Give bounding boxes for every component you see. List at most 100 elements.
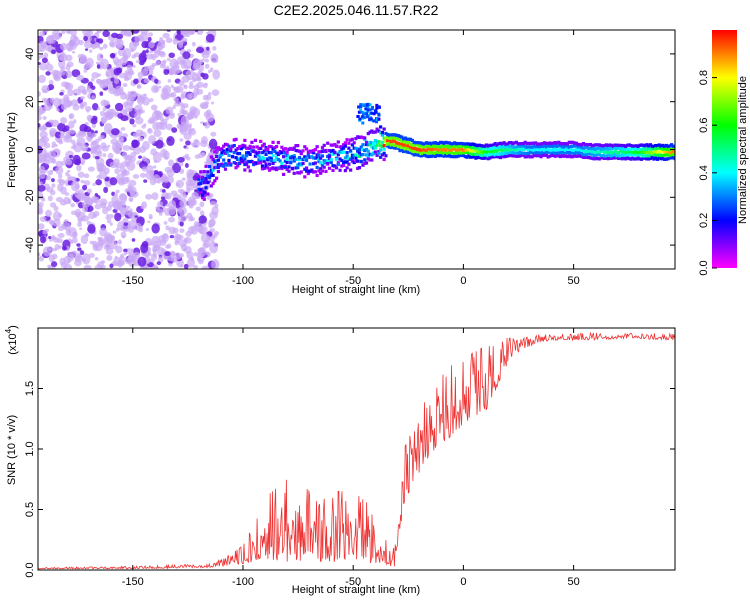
spectrogram-cell — [535, 151, 540, 155]
spectrogram-cell — [370, 145, 374, 149]
noise-cell — [158, 39, 166, 46]
noise-cell — [62, 222, 72, 231]
spectrogram-cell — [375, 140, 379, 144]
noise-cell — [65, 245, 70, 252]
noise-cell — [196, 252, 204, 258]
spectrogram-cell — [483, 146, 487, 150]
spectrogram-cell — [505, 148, 510, 152]
noise-cell — [179, 108, 185, 115]
spectrogram-cell — [592, 143, 596, 147]
spectrogram-cell — [245, 154, 249, 158]
spectrogram-cell — [613, 156, 617, 160]
noise-cell — [48, 236, 52, 240]
spectrogram-cell — [465, 148, 469, 152]
spectrogram-cell — [511, 154, 515, 158]
noise-cell — [137, 136, 144, 142]
spectrogram-cell — [546, 141, 550, 146]
spectrogram-cell — [393, 143, 397, 148]
spectrogram-cell — [380, 140, 384, 144]
spectrogram-cell — [398, 137, 402, 142]
spectrogram-cell — [341, 150, 346, 154]
spectrogram-cell — [537, 145, 541, 149]
spectrogram-cell — [428, 144, 432, 149]
spectrogram-cell — [437, 154, 441, 158]
noise-cell — [57, 173, 63, 179]
noise-cell — [122, 145, 131, 151]
noise-cell — [199, 247, 204, 252]
spectrogram-cell — [608, 147, 612, 151]
y-tick-label: 1.0 — [24, 441, 36, 456]
spectrogram-cell — [639, 147, 644, 151]
spectrogram-cell — [356, 149, 360, 153]
spectrogram-cell — [585, 153, 589, 157]
spectrogram-cell — [382, 147, 386, 151]
spectrogram-cell — [207, 164, 212, 169]
spectrogram-cell — [488, 147, 492, 151]
spectrogram-cell — [357, 147, 362, 152]
noise-cell — [63, 125, 70, 132]
spectrogram-cell — [565, 150, 570, 155]
noise-cell — [53, 218, 61, 227]
noise-cell — [177, 207, 183, 213]
noise-cell — [118, 135, 124, 142]
spectrogram-cell — [246, 151, 250, 155]
spectrogram-cell — [394, 143, 399, 147]
spectrogram-cell — [260, 164, 265, 168]
spectrogram-cell — [204, 186, 208, 190]
spectrogram-cell — [565, 144, 570, 148]
noise-cell — [135, 129, 144, 137]
spectrogram-cell — [587, 151, 591, 156]
spectrogram-cell — [393, 133, 397, 137]
spectrogram-cell — [669, 156, 674, 160]
spectrogram-cell — [465, 144, 469, 149]
noise-cell — [43, 52, 49, 59]
noise-cell — [92, 243, 99, 251]
spectrogram-cell — [588, 149, 593, 153]
y-tick-label: 1.5 — [24, 381, 36, 396]
spectrogram-cell — [625, 153, 630, 157]
noise-cell — [66, 169, 71, 173]
spectrogram-cell — [421, 147, 425, 151]
spectrogram-cell — [375, 117, 379, 121]
spectrogram-cell — [597, 146, 601, 150]
spectrogram-cell — [343, 169, 347, 173]
spectrogram-cell — [659, 146, 663, 150]
spectrogram-cell — [324, 169, 328, 174]
spectrogram-cell — [213, 159, 217, 164]
spectrogram-cell — [423, 148, 427, 152]
noise-cell — [64, 135, 70, 140]
noise-cell — [87, 166, 95, 172]
noise-cell — [195, 206, 202, 212]
snr-scale-exponent: 4 — [4, 328, 13, 333]
noise-cell — [84, 180, 91, 186]
spectrogram-cell — [229, 148, 233, 153]
spectrogram-cell — [673, 153, 675, 157]
noise-cell — [53, 143, 58, 148]
spectrogram-cell — [276, 140, 280, 145]
spectrogram-cell — [341, 146, 346, 150]
noise-cell — [133, 52, 141, 58]
noise-cell — [38, 137, 47, 147]
spectrogram-cell — [673, 147, 675, 151]
spectrogram-cell — [424, 144, 429, 149]
spectrogram-cell — [498, 148, 503, 152]
spectrogram-cell — [216, 163, 220, 167]
spectrogram-cell — [225, 163, 229, 167]
spectrogram-cell — [313, 170, 317, 174]
noise-cell — [87, 188, 92, 194]
noise-cell — [84, 48, 89, 51]
noise-cell — [194, 30, 199, 33]
spectrogram-cell — [467, 150, 471, 155]
spectrogram-cell — [491, 155, 496, 159]
noise-cell — [38, 165, 46, 174]
spectrogram-cell — [532, 148, 536, 152]
spectrogram-cell — [396, 146, 400, 150]
spectrogram-cell — [610, 154, 614, 158]
spectrogram-cell — [532, 144, 536, 148]
spectrogram-cell — [560, 145, 564, 149]
spectrogram-cell — [285, 157, 289, 161]
noise-cell — [59, 42, 68, 51]
spectrogram-cell — [551, 150, 556, 154]
